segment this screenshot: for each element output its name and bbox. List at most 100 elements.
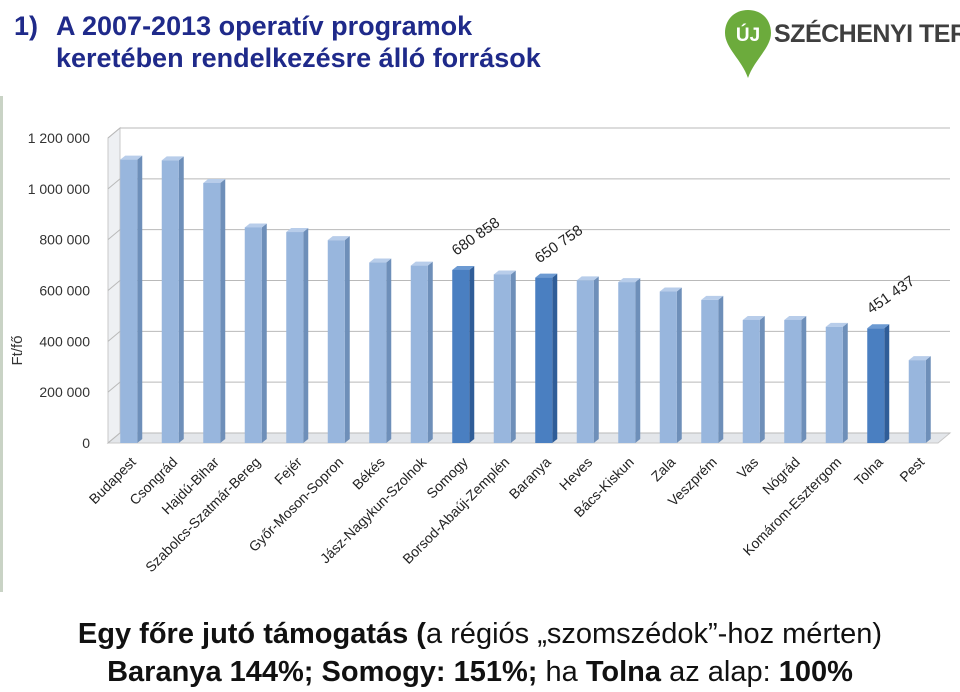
caption-line-1-bold: Egy főre jutó támogatás ( xyxy=(77,618,426,650)
bar-face xyxy=(286,232,304,443)
bar-face xyxy=(784,319,802,443)
bar xyxy=(618,278,641,443)
y-tick-label: 0 xyxy=(82,435,90,451)
bar-face xyxy=(535,277,553,443)
bar-top xyxy=(825,322,848,327)
bar-side xyxy=(593,276,599,443)
bar-side xyxy=(220,178,226,444)
caption-line-2-c: Tolna xyxy=(585,656,662,688)
bar-chart: 0 200 000 400 000 600 000 800 000 1 000 000 1 … xyxy=(9,126,952,575)
logo-text: SZÉCHENYI TERV xyxy=(774,20,960,48)
y-tick-label: 600 000 xyxy=(39,283,90,299)
bar-top xyxy=(493,270,516,275)
bar-top xyxy=(867,324,890,329)
chart-floor xyxy=(106,432,952,444)
bar-side xyxy=(386,258,392,443)
bar xyxy=(203,178,226,444)
bar-side xyxy=(884,324,890,443)
bar-top xyxy=(784,315,807,320)
bar-side xyxy=(303,228,309,443)
bar-side xyxy=(469,265,475,443)
caption-line-1-rest: a régiós „szomszédok”-hoz mérten) xyxy=(425,618,883,650)
bar-top xyxy=(535,273,558,278)
category-label: Heves xyxy=(556,454,595,493)
caption-line-2-d: az alap: xyxy=(661,656,779,688)
caption-line-2-b: ha xyxy=(537,656,586,688)
bar-face xyxy=(825,326,843,443)
bar xyxy=(659,287,682,443)
bar-top xyxy=(742,315,765,320)
bar-face xyxy=(244,227,262,443)
bar-face xyxy=(369,262,387,443)
data-label: 680 858 xyxy=(449,214,503,259)
slide-heading: 1) A 2007-2013 operatív programok keretéb… xyxy=(14,10,541,74)
bar-face xyxy=(493,274,511,443)
heading-line-2: keretében rendelkezésre álló források xyxy=(56,43,541,73)
bar-top xyxy=(452,265,475,270)
bar-side xyxy=(635,278,641,443)
slide-edge-strip xyxy=(0,96,3,592)
bar-side xyxy=(925,356,931,443)
category-label: Baranya xyxy=(506,454,554,502)
y-tick-label: 1 200 000 xyxy=(28,130,90,146)
caption-line-2-a: Baranya 144%; Somogy: 151%; xyxy=(107,656,538,688)
bar-top xyxy=(244,223,267,228)
bar xyxy=(286,228,309,443)
heading-line-1: A 2007-2013 operatív programok xyxy=(56,11,473,41)
bar-top xyxy=(120,155,143,160)
y-tick-label: 400 000 xyxy=(39,333,90,349)
bar-face xyxy=(576,280,594,443)
bar xyxy=(825,322,848,443)
bar xyxy=(493,270,516,443)
y-tick-label: 200 000 xyxy=(39,384,90,400)
category-label: Pest xyxy=(896,454,927,485)
bar xyxy=(410,261,433,443)
location-pin-icon: ÚJ xyxy=(725,10,771,78)
bar-side xyxy=(178,156,184,443)
caption-line-1: Egy főre jutó támogatás (a régiós „szoms… xyxy=(0,618,960,651)
bar-face xyxy=(410,265,428,443)
bar xyxy=(327,236,350,443)
bar-face xyxy=(161,160,179,443)
bar-top xyxy=(286,228,309,233)
bar-side xyxy=(510,270,516,443)
gridline xyxy=(107,330,950,342)
bar-face xyxy=(742,319,760,443)
bar xyxy=(452,265,475,443)
category-label: Tolna xyxy=(851,454,886,489)
bar-face xyxy=(867,328,885,443)
heading-number: 1) xyxy=(14,11,39,41)
szechenyi-terv-logo: ÚJ SZÉCHENYI TERV xyxy=(722,8,960,80)
bar-top xyxy=(576,276,599,281)
bar xyxy=(576,276,599,443)
category-label: Zala xyxy=(648,454,679,485)
category-label: Fejér xyxy=(271,454,305,488)
bar-face xyxy=(452,269,470,443)
bar-side xyxy=(344,236,350,443)
bar-side xyxy=(427,261,433,443)
bar-top xyxy=(203,178,226,183)
bar xyxy=(784,315,807,443)
bar-face xyxy=(327,240,345,443)
bar-side xyxy=(137,155,143,443)
y-axis-label: Ft/fő xyxy=(9,335,26,365)
bar-face xyxy=(120,159,138,443)
bar xyxy=(244,223,267,443)
category-label: Békés xyxy=(349,454,388,493)
bar-face xyxy=(618,282,636,443)
y-tick-label: 1 000 000 xyxy=(28,181,90,197)
y-tick-label: 800 000 xyxy=(39,232,90,248)
bar xyxy=(908,356,931,443)
bar-top xyxy=(908,356,931,361)
bar-face xyxy=(659,291,677,443)
bar xyxy=(120,155,143,443)
bar xyxy=(535,273,558,443)
bar-side xyxy=(801,315,807,443)
bar-face xyxy=(701,299,719,443)
caption-line-2: Baranya 144%; Somogy: 151%; ha Tolna az … xyxy=(0,656,960,689)
gridline xyxy=(107,280,950,291)
bar xyxy=(369,258,392,443)
bar xyxy=(867,324,890,443)
bar-top xyxy=(161,156,184,161)
bar-side xyxy=(759,315,765,443)
